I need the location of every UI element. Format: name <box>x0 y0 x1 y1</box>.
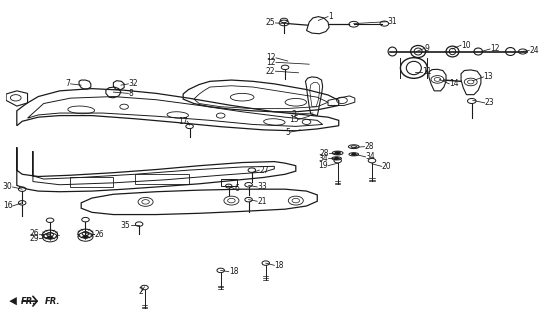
Text: 16: 16 <box>3 202 13 211</box>
Circle shape <box>47 236 53 239</box>
Text: 34: 34 <box>318 154 328 163</box>
Text: 33: 33 <box>257 182 267 191</box>
Polygon shape <box>9 297 17 305</box>
Text: 6: 6 <box>234 184 239 193</box>
Text: 13: 13 <box>484 72 493 81</box>
Bar <box>135 174 189 184</box>
Text: 10: 10 <box>461 41 471 50</box>
Bar <box>71 178 113 187</box>
Text: 11: 11 <box>422 67 431 76</box>
Text: 25: 25 <box>266 19 275 28</box>
Circle shape <box>335 151 341 155</box>
Text: 22: 22 <box>266 67 275 76</box>
Text: 28: 28 <box>319 148 329 157</box>
Text: 30: 30 <box>3 182 13 191</box>
Text: 2: 2 <box>139 287 144 296</box>
Text: FR.: FR. <box>21 297 36 306</box>
Text: 12: 12 <box>267 58 276 67</box>
Text: 19: 19 <box>318 161 328 170</box>
Text: 24: 24 <box>529 46 539 55</box>
Text: 9: 9 <box>424 44 429 53</box>
Bar <box>221 179 237 186</box>
Text: 1: 1 <box>328 12 333 21</box>
Text: 20: 20 <box>382 162 391 171</box>
Text: 23: 23 <box>485 99 494 108</box>
Circle shape <box>83 235 88 238</box>
Text: 26: 26 <box>95 230 104 239</box>
Text: 5: 5 <box>286 128 290 137</box>
Text: 15: 15 <box>289 115 299 124</box>
Text: 21: 21 <box>257 197 267 206</box>
Circle shape <box>334 157 339 160</box>
Text: 32: 32 <box>128 79 138 88</box>
Text: 12: 12 <box>267 53 276 62</box>
Text: 14: 14 <box>449 79 459 88</box>
Text: 8: 8 <box>128 89 133 98</box>
Text: 35: 35 <box>121 220 131 229</box>
Text: 31: 31 <box>387 17 397 26</box>
Text: 34: 34 <box>366 152 375 161</box>
Circle shape <box>351 153 356 156</box>
Text: 18: 18 <box>228 267 238 276</box>
Text: FR.: FR. <box>45 297 60 306</box>
Text: 28: 28 <box>364 142 374 151</box>
Text: 29: 29 <box>30 234 39 243</box>
Text: 12: 12 <box>490 44 499 53</box>
Text: 18: 18 <box>274 261 284 270</box>
Text: 26: 26 <box>30 229 39 238</box>
Text: 27: 27 <box>259 166 269 175</box>
Text: 17: 17 <box>178 117 188 126</box>
Text: 7: 7 <box>66 79 71 88</box>
Text: 3: 3 <box>291 109 296 118</box>
